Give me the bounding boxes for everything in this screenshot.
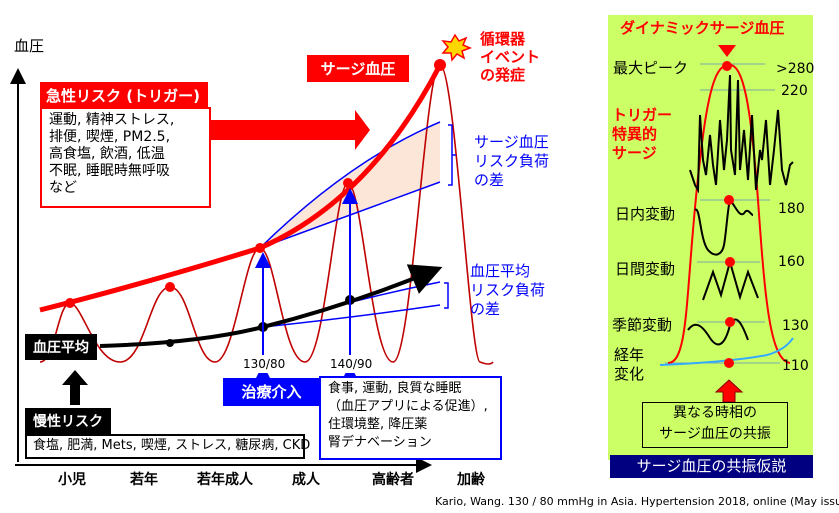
level-label: 220 [781, 83, 808, 99]
panel-footer: サージ血圧の共振仮説 [636, 457, 787, 475]
panel-bg [608, 15, 813, 460]
mean-diff-line: リスク負荷 [470, 281, 546, 299]
chronic-risk-title: 慢性リスク [25, 408, 111, 434]
level-label: 160 [778, 254, 805, 270]
treatment-box: 食事, 運動, 良質な睡眠 （血圧アプリによる促進）, 住環境整, 降圧薬 腎デ… [319, 376, 502, 460]
level-label: 180 [778, 201, 805, 217]
mean-bracket [444, 282, 449, 309]
x-tick: 高齢者 [372, 472, 414, 488]
cv-event-line: の発症 [480, 66, 526, 84]
x-axis-label: 加齢 [457, 472, 485, 488]
treatment-line: 腎デナベーション [328, 435, 432, 450]
surge-risk-diff-label: サージ血圧 リスク負荷 の差 [474, 133, 549, 190]
treatment-line: 住環境整, 降圧薬 [328, 417, 428, 432]
panel-row-label: 季節変動 [612, 316, 673, 334]
mean-diff-line: 血圧平均 [470, 262, 531, 280]
threshold-130-80: 130/80 [243, 356, 286, 373]
surge-diff-line: の差 [474, 171, 505, 189]
level-label: 130 [782, 318, 809, 334]
threshold-140-90: 140/90 [330, 356, 373, 373]
acute-risk-title: 急性リスク (トリガー) [40, 82, 208, 109]
y-axis-label: 血圧 [14, 37, 45, 55]
chronic-risk-items: 食塩, 肥満, Mets, 喫煙, ストレス, 糖尿病, CKD [25, 434, 310, 459]
surge-diff-line: リスク負荷 [474, 152, 550, 170]
x-tick: 若年 [130, 472, 158, 488]
acute-risk-line: 運動, 精神ストレス, [49, 112, 175, 128]
panel-title: ダイナミックサージ血圧 [620, 19, 785, 37]
chronic-risk-arrow [62, 370, 88, 405]
resonance-up-arrow [714, 379, 744, 403]
resonance-line: 異なる時相の [673, 405, 757, 421]
panel-yearly-label: 経年 変化 [614, 346, 644, 384]
citation: Kario, Wang. 130 / 80 mmHg in Asia. Hype… [435, 495, 839, 508]
yearly-trace [659, 337, 794, 366]
panel-points [722, 61, 735, 368]
x-tick: 成人 [292, 472, 320, 488]
trigger-line: トリガー [612, 106, 673, 124]
mean-bp-label: 血圧平均 [25, 334, 97, 360]
footer-bar [610, 455, 813, 478]
trigger-surge-trace [689, 74, 794, 194]
level-label: 110 [782, 358, 809, 374]
panel-peak-label: 最大ピーク [613, 59, 689, 77]
surge-bracket [448, 124, 456, 186]
mean-lower-line [262, 304, 441, 328]
panel-row-label: 日内変動 [615, 205, 676, 223]
yearly-line: 経年 [614, 346, 645, 364]
acute-risk-arrow [207, 110, 370, 150]
panel-down-arrow [718, 45, 736, 57]
cv-event-label: 循環器 イベント の発症 [480, 30, 540, 84]
acute-risk-line: 不眠, 睡眠時無呼吸 [49, 163, 170, 179]
surge-points [65, 59, 446, 308]
seasonal-trace [687, 318, 749, 346]
treatment-line: （血圧アプリによる促進）, [328, 399, 488, 414]
cv-event-line: 循環器 [480, 30, 526, 48]
resonance-line: サージ血圧の共振 [659, 426, 771, 442]
mean-diff-line: の差 [470, 300, 501, 318]
panel-trigger-label: トリガー 特異的 サージ [612, 106, 672, 163]
yearly-line: 変化 [614, 365, 645, 383]
explosion-icon [441, 33, 473, 62]
mean-risk-diff-label: 血圧平均 リスク負荷 の差 [470, 262, 545, 319]
cv-event-line: イベント [480, 48, 541, 66]
treatment-line: 食事, 運動, 良質な睡眠 [328, 381, 462, 396]
panel-row-label: 日間変動 [615, 260, 676, 278]
trigger-line: 特異的 [612, 125, 658, 143]
trigger-line: サージ [612, 144, 657, 162]
surge-diff-line: サージ血圧 [474, 133, 549, 151]
x-tick: 小児 [58, 472, 86, 488]
resonance-box: 異なる時相の サージ血圧の共振 [642, 402, 788, 448]
surge-bp-label: サージ血圧 [307, 55, 409, 82]
treatment-title: 治療介入 [223, 378, 320, 406]
bp-wave [39, 64, 494, 365]
acute-risk-line: 高食塩, 飲酒, 低温 [49, 146, 165, 162]
acute-risk-box: 運動, 精神ストレス, 排便, 喫煙, PM2.5, 高食塩, 飲酒, 低温 不… [40, 107, 211, 208]
daily-trace [694, 198, 754, 256]
surge-upper-line [259, 121, 441, 249]
acute-risk-line: など [49, 180, 77, 196]
level-label: >280 [776, 61, 815, 77]
x-tick: 若年成人 [197, 472, 253, 488]
acute-risk-line: 排便, 喫煙, PM2.5, [49, 129, 171, 145]
